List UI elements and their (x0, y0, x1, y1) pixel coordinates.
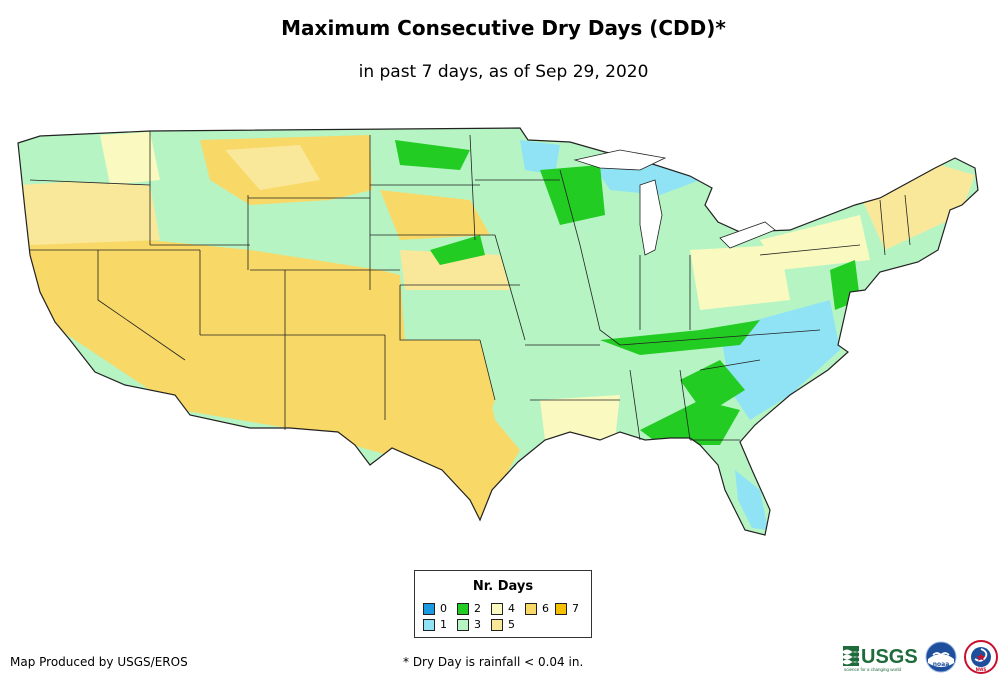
lake-erie (719, 221, 776, 249)
legend-swatch-2 (457, 602, 469, 615)
zone-idaho-4days (100, 132, 160, 185)
zone-pnw-3days (18, 140, 100, 185)
credit-text: Map Produced by USGS/EROS (10, 655, 188, 669)
zone-west-6days (20, 230, 520, 520)
noaa-gull-icon (932, 652, 950, 657)
legend-swatch-3 (457, 618, 469, 631)
map-legend: Nr. Days 0 1 2 3 4 5 6 7 (414, 570, 592, 638)
zone-mn-1day (520, 140, 560, 175)
legend-label-6: 6 (542, 602, 549, 615)
usgs-wordmark: USGS (861, 646, 918, 668)
legend-item-2: 2 (457, 602, 481, 615)
legend-item-6: 6 (525, 602, 549, 615)
state-borders (29, 131, 911, 441)
usgs-wave-icon (843, 646, 859, 666)
legend-label-5: 5 (508, 618, 515, 631)
lake-michigan (639, 179, 663, 256)
zone-dakota-6days (380, 190, 490, 240)
zone-kansas-6days (400, 250, 510, 290)
legend-label-7: 7 (572, 602, 579, 615)
zone-northdakota-2days (395, 140, 470, 170)
legend-item-4: 4 (491, 602, 515, 615)
legend-label-4: 4 (508, 602, 515, 615)
legend-item-1: 1 (423, 618, 447, 631)
legend-swatch-7 (555, 602, 567, 615)
legend-swatch-0 (423, 602, 435, 615)
legend-swatch-6 (525, 602, 537, 615)
map-subtitle: in past 7 days, as of Sep 29, 2020 (358, 62, 649, 82)
legend-item-7: 7 (555, 602, 579, 615)
zone-florida-1day (735, 470, 768, 530)
usgs-tagline: science for a changing world (844, 667, 902, 672)
nws-wordmark: NWS (976, 667, 987, 672)
zone-georgia-2days (680, 360, 745, 415)
zone-nebraska-2days (430, 235, 485, 265)
legend-item-0: 0 (423, 602, 447, 615)
zone-montana-6days (225, 145, 320, 190)
zone-ohio-4days (690, 245, 790, 310)
legend-swatch-5 (491, 618, 503, 631)
zone-texas-6days (385, 340, 495, 440)
usgs-logo: USGS science for a changing world (843, 646, 918, 672)
legend-swatch-1 (423, 618, 435, 631)
footnote-text: * Dry Day is rainfall < 0.04 in. (403, 655, 584, 669)
legend-item-3: 3 (457, 618, 481, 631)
zone-delta-4days (540, 395, 620, 440)
legend-label-1: 1 (440, 618, 447, 631)
legend-swatch-4 (491, 602, 503, 615)
legend-item-5: 5 (491, 618, 515, 631)
us-outline (17, 127, 979, 536)
legend-label-3: 3 (474, 618, 481, 631)
nws-logo: NWS (964, 640, 998, 674)
legend-label-2: 2 (474, 602, 481, 615)
zone-south-2days (640, 400, 740, 445)
legend-title: Nr. Days (472, 579, 534, 594)
noaa-logo: noaa (925, 641, 957, 673)
zone-ny-4days (760, 215, 870, 270)
us-dry-days-map (17, 127, 979, 536)
noaa-wordmark: noaa (933, 661, 950, 668)
legend-label-0: 0 (440, 602, 447, 615)
map-title: Maximum Consecutive Dry Days (CDD)* (281, 16, 726, 40)
lake-superior (573, 149, 667, 171)
zone-pnw-5days (18, 180, 160, 245)
zone-tennessee-2days (600, 320, 760, 355)
